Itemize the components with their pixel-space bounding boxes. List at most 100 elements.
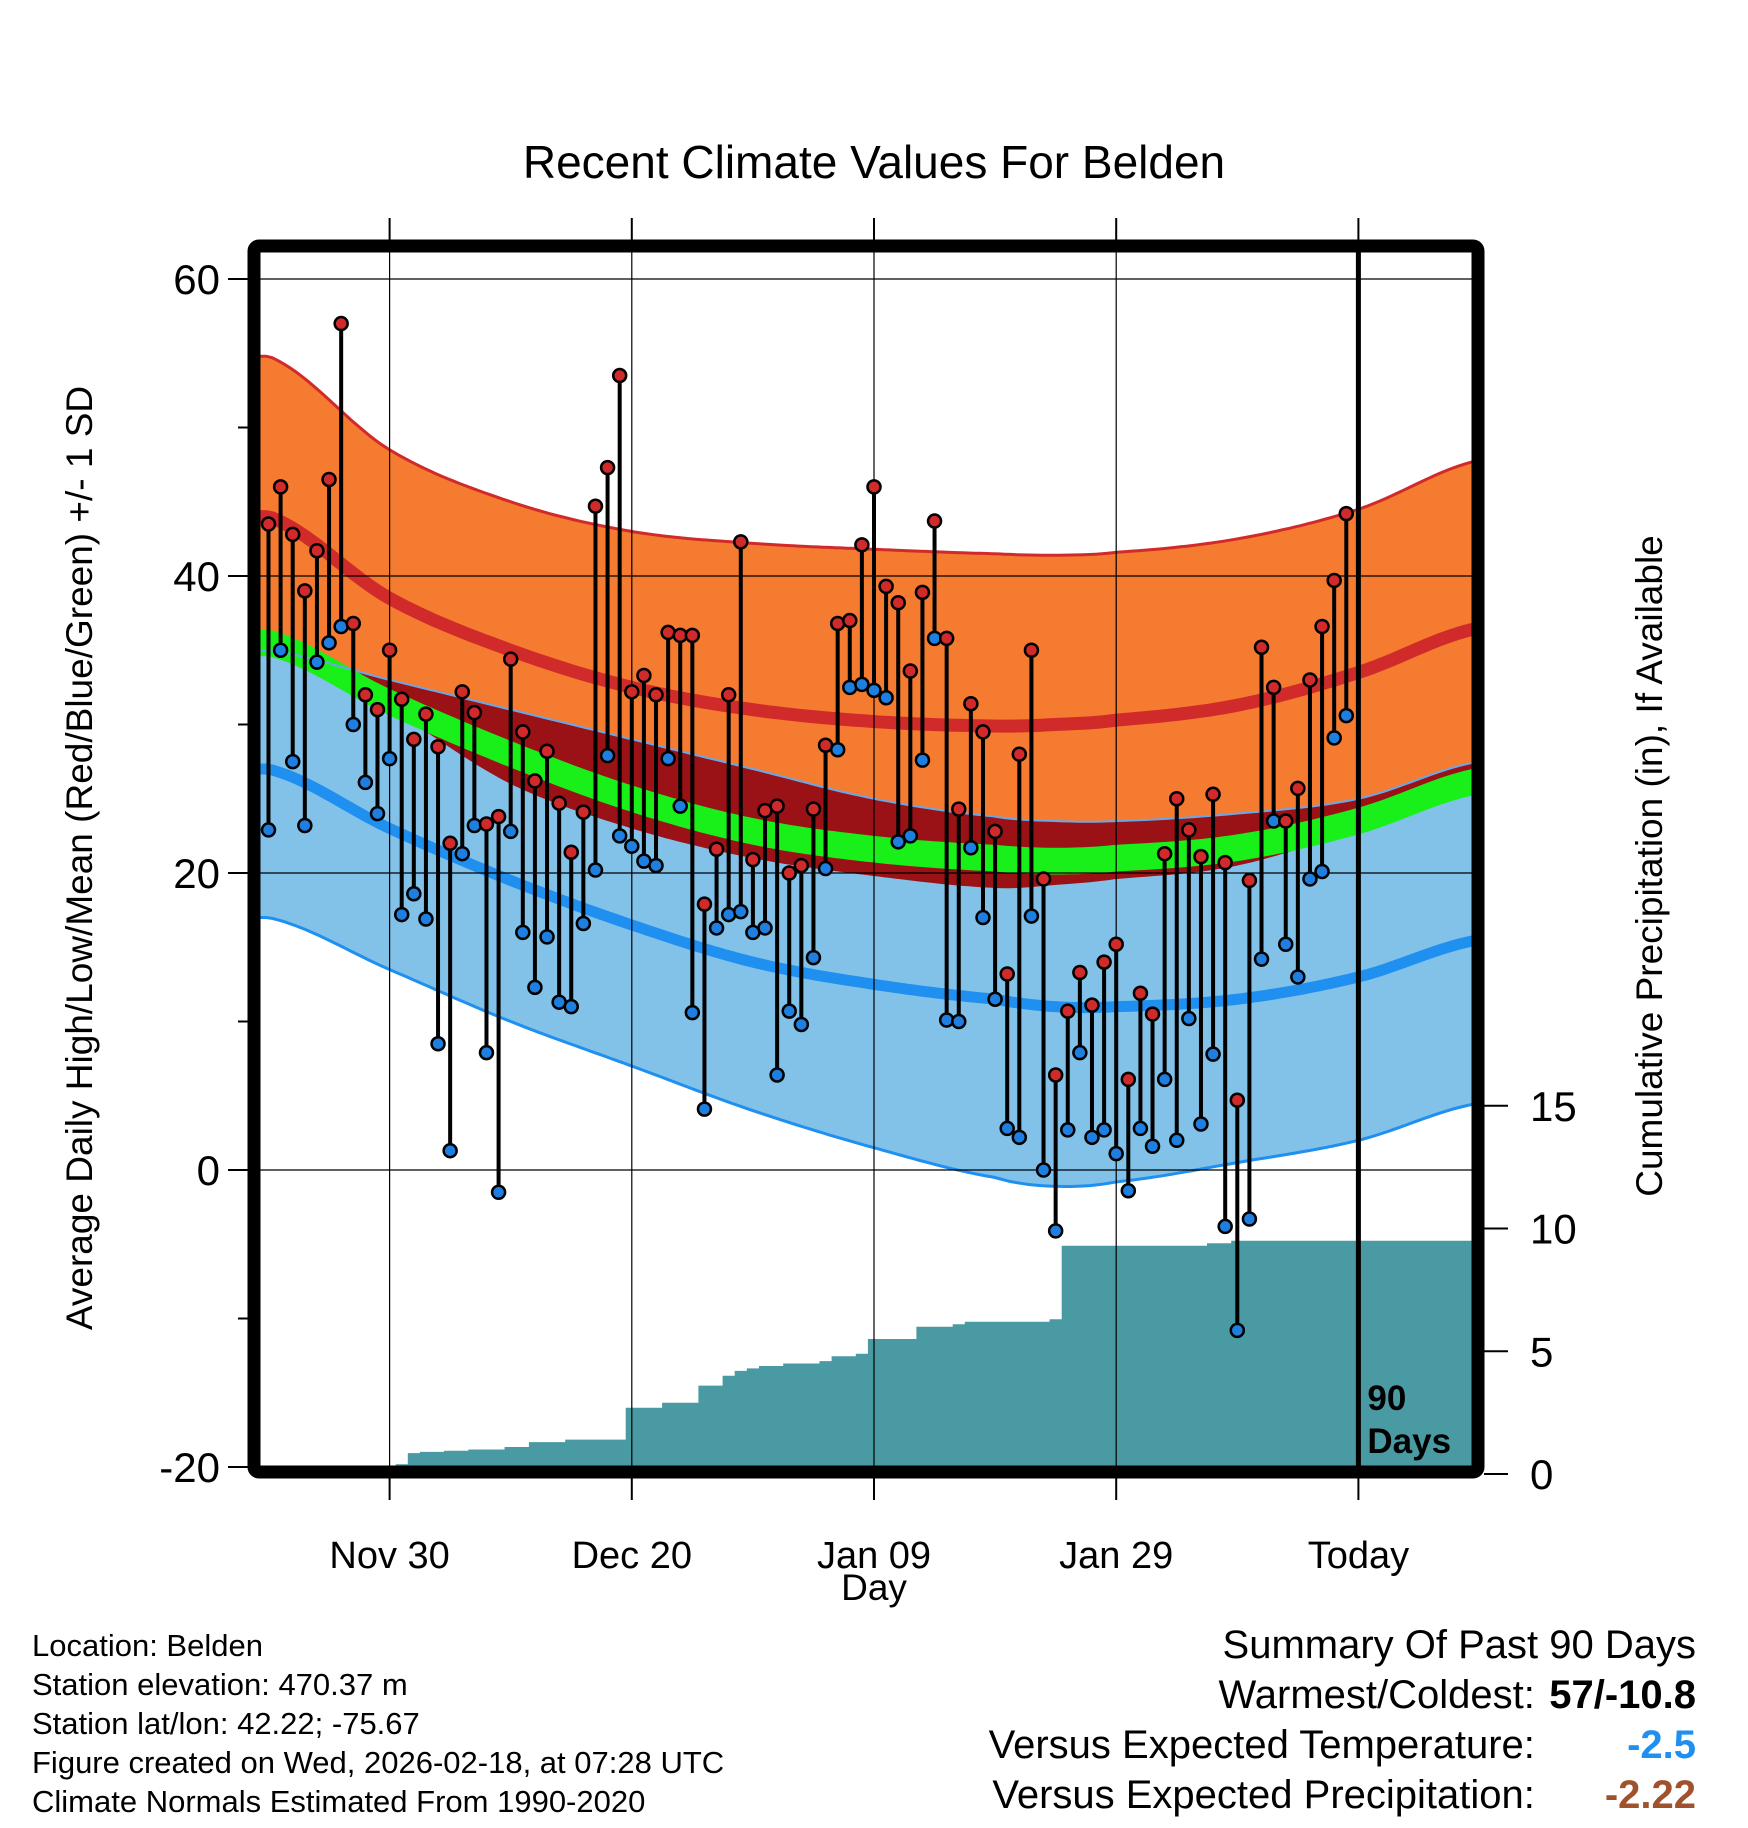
daily-low-point (599, 747, 616, 764)
warm-cold-value: 57/-10.8 (1549, 1673, 1696, 1717)
summary-panel: Summary Of Past 90 Days Warmest/Coldest:… (989, 1620, 1696, 1820)
daily-low-point (454, 845, 471, 862)
daily-high-point (890, 594, 906, 611)
chart-title: Recent Climate Values For Belden (523, 136, 1225, 188)
daily-low-point (381, 750, 398, 767)
daily-high-point (708, 841, 725, 857)
daily-high-point (1314, 618, 1330, 635)
daily-high-point (430, 739, 446, 755)
daily-high-point (975, 724, 991, 740)
latlon-text: Station lat/lon: 42.22; -75.67 (32, 1706, 420, 1741)
normals-text: Climate Normals Estimated From 1990-2020 (32, 1784, 646, 1819)
daily-low-point (357, 774, 374, 791)
daily-low-point (430, 1036, 446, 1052)
daily-high-point (345, 615, 362, 632)
daily-high-point (1217, 854, 1233, 871)
y2-axis-label: Cumulative Precipitation (in), If Availa… (1629, 535, 1670, 1197)
daily-high-point (418, 706, 434, 722)
daily-low-point (1229, 1322, 1246, 1339)
warm-cold-label: Warmest/Coldest: (1218, 1673, 1535, 1717)
daily-high-point (1265, 679, 1282, 696)
daily-high-point (1035, 871, 1052, 887)
daily-low-point (1338, 707, 1355, 724)
daily-low-point (672, 798, 688, 814)
daily-low-point (1205, 1046, 1221, 1062)
precip-row: Versus Expected Precipitation: -2.22 (989, 1770, 1696, 1820)
daily-high-point (999, 966, 1015, 982)
daily-high-point (854, 537, 870, 553)
daily-low-point (733, 903, 749, 920)
daily-low-point (793, 1016, 810, 1033)
daily-high-point (478, 816, 495, 832)
daily-high-point (406, 731, 422, 748)
daily-high-point (369, 701, 386, 718)
daily-high-point (987, 823, 1003, 840)
daily-low-point (284, 753, 301, 770)
daily-high-point (805, 801, 822, 817)
daily-low-point (902, 828, 919, 844)
daily-high-point (793, 857, 810, 874)
daily-low-point (272, 642, 289, 658)
daily-low-point (975, 909, 991, 926)
daily-high-point (963, 695, 979, 712)
daily-high-point (1181, 822, 1197, 838)
daily-low-point (757, 920, 773, 936)
daily-low-point (321, 635, 337, 651)
daily-high-point (466, 704, 483, 721)
daily-low-point (1120, 1183, 1137, 1199)
daily-low-point (345, 716, 362, 733)
daily-low-point (1108, 1145, 1124, 1162)
y2-tick-label: 0 (1530, 1451, 1553, 1498)
daily-low-point (660, 750, 676, 767)
daily-high-point (951, 801, 967, 817)
daily-high-point (1072, 964, 1088, 981)
daily-high-point (1205, 786, 1221, 803)
daily-low-point (708, 920, 725, 936)
daily-high-point (1193, 848, 1209, 865)
daily-high-point (1096, 954, 1112, 970)
daily-low-point (260, 822, 277, 838)
daily-low-point (575, 915, 592, 932)
daily-low-point (1253, 951, 1270, 967)
daily-low-point (502, 823, 519, 840)
daily-high-point (284, 526, 301, 543)
daily-low-point (309, 654, 325, 670)
daily-low-point (999, 1120, 1015, 1137)
mean-normal-band (254, 629, 1478, 875)
summary-title: Summary Of Past 90 Days (1222, 1623, 1696, 1667)
daily-high-point (611, 367, 628, 384)
y2-tick-label: 10 (1530, 1206, 1577, 1253)
daily-low-point (1035, 1162, 1052, 1178)
daily-high-point (539, 743, 555, 759)
daily-low-point (963, 840, 979, 856)
low-minus-sd-line (254, 916, 1478, 1188)
daily-low-point (406, 886, 422, 902)
daily-high-point (733, 534, 749, 550)
daily-low-point (1326, 730, 1342, 746)
daily-high-point (1326, 572, 1342, 589)
temp-value: -2.5 (1627, 1723, 1696, 1767)
daily-high-point (1011, 746, 1028, 762)
daily-high-point (720, 687, 737, 703)
daily-low-point (769, 1067, 785, 1083)
daily-low-point (1084, 1129, 1100, 1146)
daily-low-point (829, 741, 846, 758)
daily-low-point (696, 1101, 713, 1117)
daily-high-point (914, 584, 931, 601)
daily-high-point (297, 583, 313, 599)
daily-high-point (842, 612, 858, 629)
daily-low-point (1169, 1132, 1185, 1149)
daily-low-point (442, 1142, 458, 1159)
y-axis-label: Average Daily High/Low/Mean (Red/Blue/Gr… (59, 386, 100, 1330)
daily-low-point (781, 1003, 797, 1019)
daily-high-point (696, 896, 713, 912)
daily-low-point (1023, 908, 1040, 924)
daily-low-point (866, 682, 882, 699)
daily-high-point (1241, 872, 1258, 889)
daily-low-point (1156, 1071, 1173, 1088)
daily-low-point (805, 949, 822, 966)
daily-high-point (684, 627, 701, 644)
daily-high-point (551, 795, 567, 811)
daily-high-point (393, 691, 410, 708)
daily-low-point (587, 862, 604, 878)
